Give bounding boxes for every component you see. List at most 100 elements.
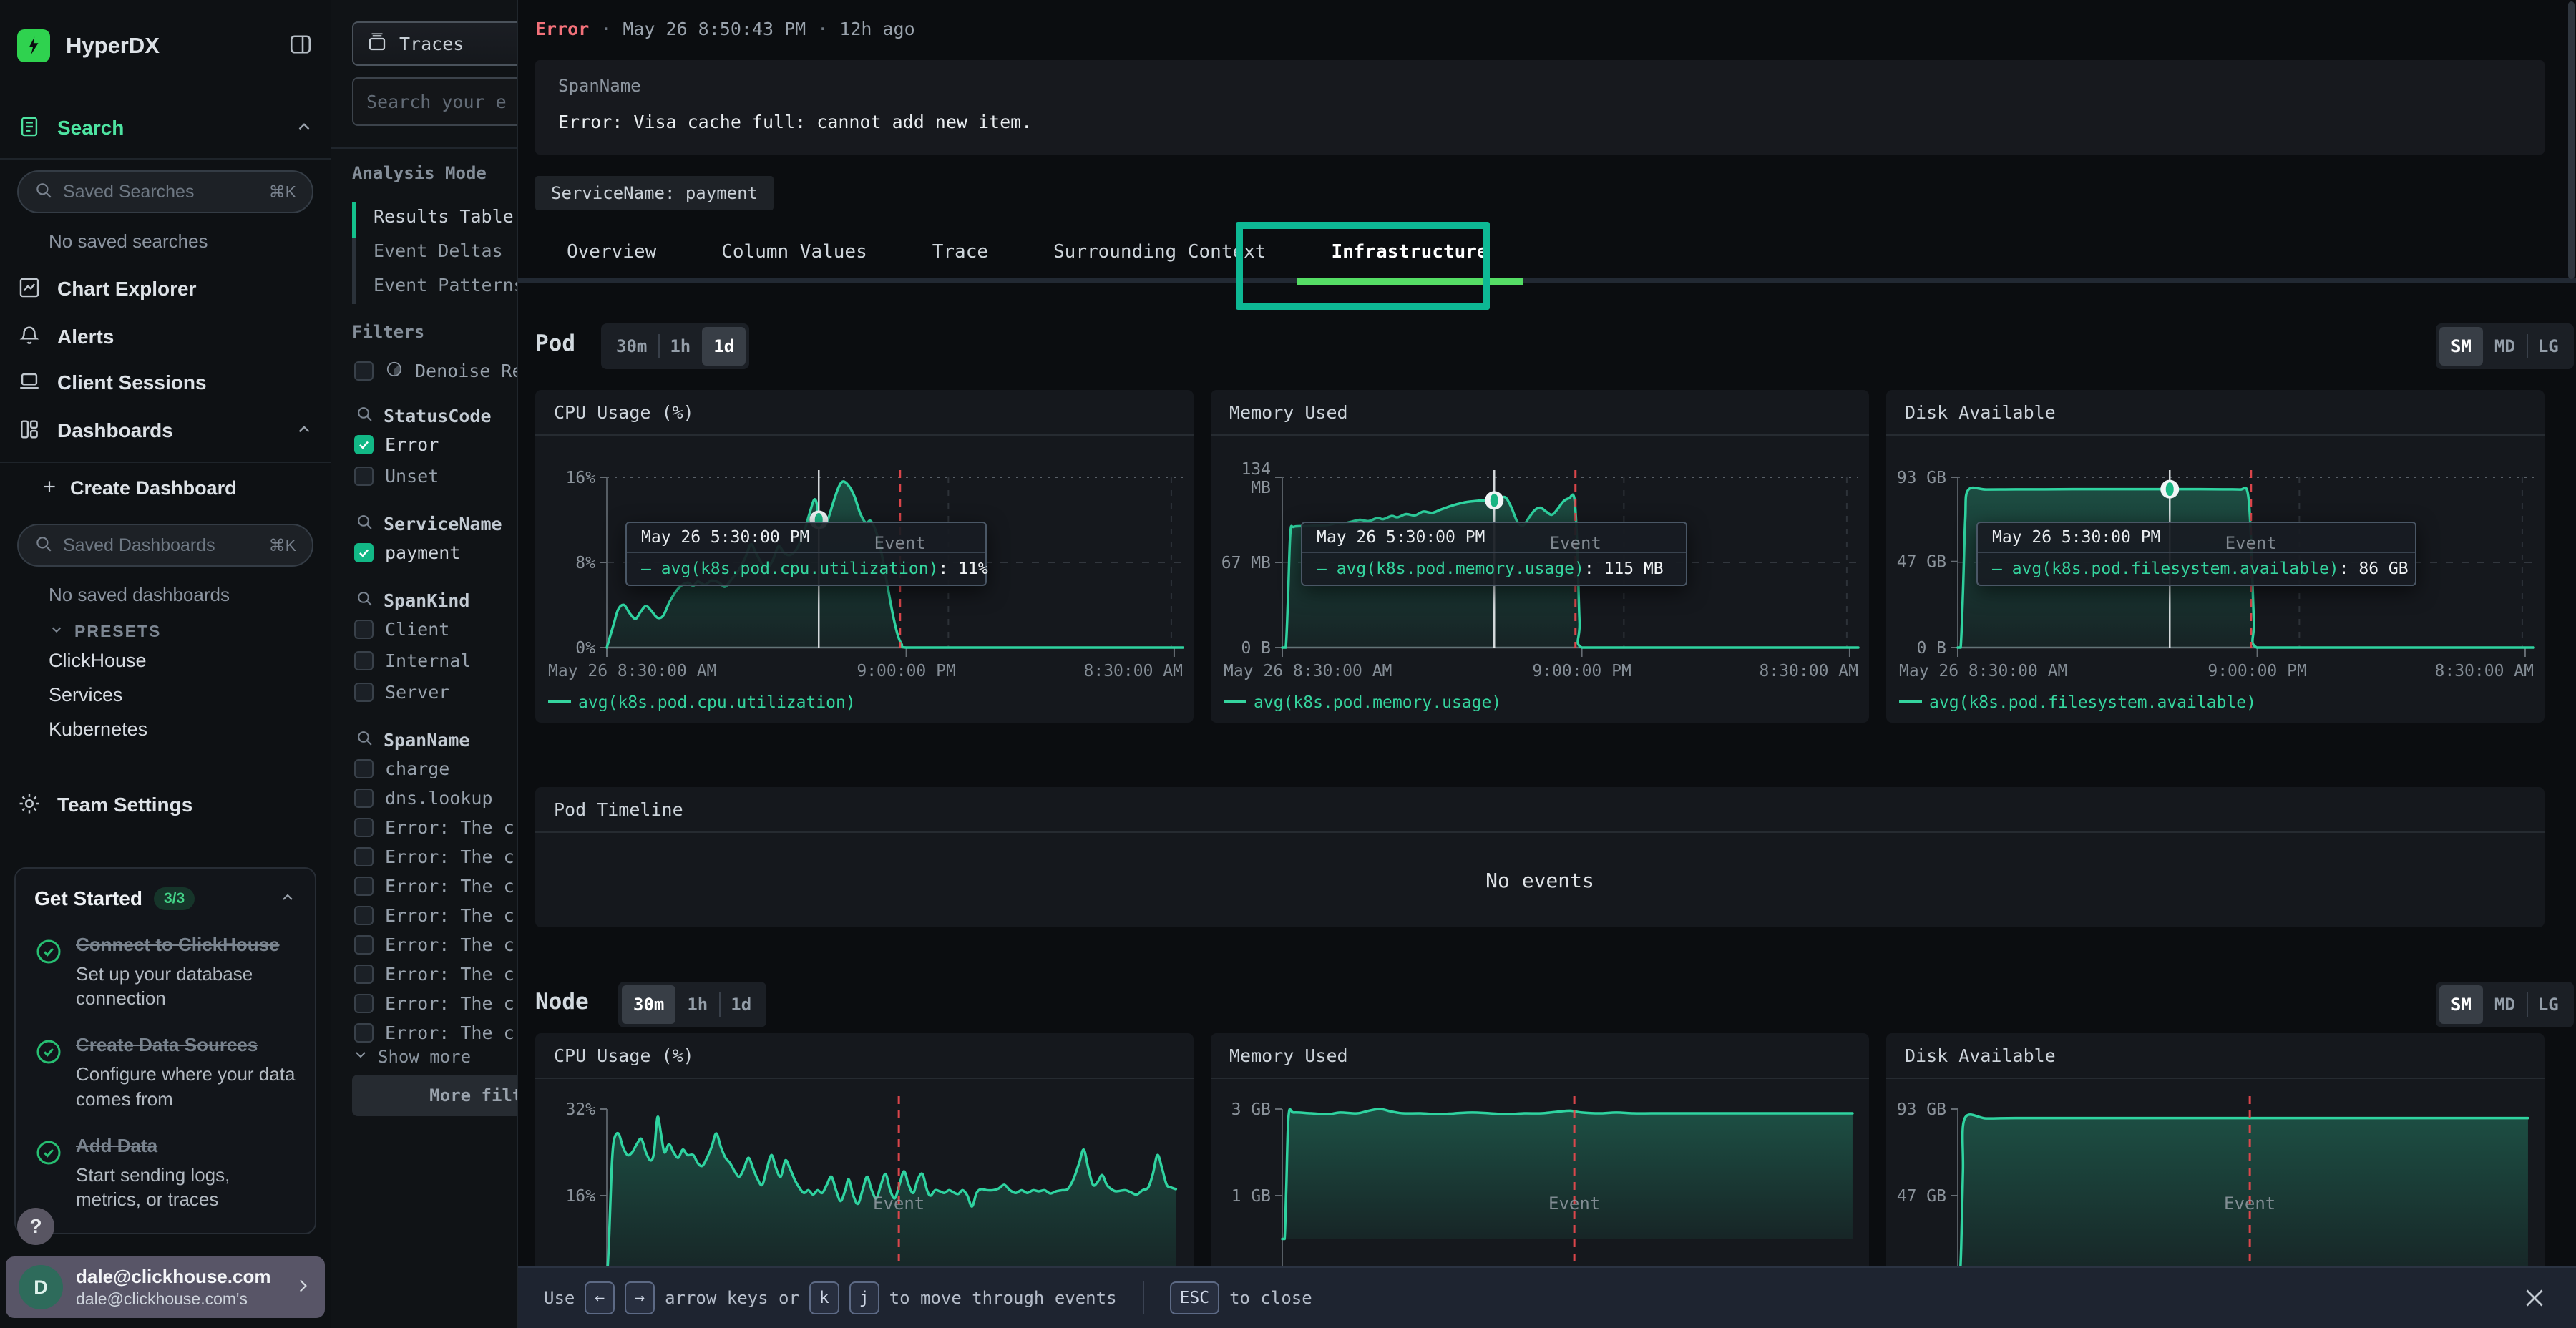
checkbox[interactable] — [354, 683, 374, 702]
preset-kubernetes[interactable]: Kubernetes — [49, 718, 147, 741]
filter-option-server[interactable]: Server — [354, 682, 449, 703]
node-size-control: SMMDLG — [2436, 982, 2574, 1027]
filter-group-spankind[interactable]: SpanKind — [356, 590, 469, 611]
esc-key[interactable]: ESC — [1170, 1281, 1220, 1314]
service-name-chip[interactable]: ServiceName: payment — [535, 176, 774, 210]
checkbox[interactable] — [354, 651, 374, 670]
sidebar-item-team-settings[interactable]: Team Settings — [17, 781, 313, 829]
checkbox[interactable] — [354, 877, 374, 896]
help-button[interactable]: ? — [17, 1208, 54, 1245]
filter-option-client[interactable]: Client — [354, 619, 449, 640]
pod-range-1d[interactable]: 1d — [702, 327, 746, 366]
checkbox[interactable] — [354, 435, 374, 454]
preset-services[interactable]: Services — [49, 684, 123, 706]
svg-text:8:30:00 AM: 8:30:00 AM — [2435, 662, 2534, 680]
k-key[interactable]: k — [809, 1281, 839, 1314]
svg-text:0 B: 0 B — [1916, 639, 1946, 658]
filter-option-error-the-cr[interactable]: Error: The cr — [354, 934, 525, 955]
mode-results-table[interactable]: Results Table — [374, 206, 514, 227]
checkbox[interactable] — [354, 620, 374, 639]
event-marker-label: Event — [873, 1193, 924, 1214]
filter-option-internal[interactable]: Internal — [354, 650, 471, 671]
tab-infrastructure[interactable]: Infrastructure — [1315, 223, 1503, 280]
hyperdx-app: HyperDX SearchChart ExplorerAlertsClient… — [0, 0, 2576, 1328]
filter-option-error-the-cr[interactable]: Error: The cr — [354, 876, 525, 897]
filter-option-error-the-cr[interactable]: Error: The cr — [354, 846, 525, 867]
tab-column-values[interactable]: Column Values — [706, 223, 883, 280]
checkbox[interactable] — [354, 1023, 374, 1043]
filter-option-error-the-cr[interactable]: Error: The cr — [354, 905, 525, 926]
filter-group-statuscode[interactable]: StatusCode — [356, 405, 492, 426]
checkbox[interactable] — [354, 361, 374, 381]
node-range-1h[interactable]: 1h — [675, 985, 719, 1024]
get-started-item[interactable]: Connect to ClickHouseSet up your databas… — [34, 933, 296, 1010]
search-icon — [356, 405, 374, 426]
pod-size-sm[interactable]: SM — [2439, 327, 2483, 366]
node-size-md[interactable]: MD — [2483, 985, 2527, 1024]
sidebar-item-chart-explorer[interactable]: Chart Explorer — [17, 265, 313, 313]
show-more-button[interactable]: Show more — [352, 1046, 471, 1067]
analysis-mode-label: Analysis Mode — [352, 163, 487, 183]
pod-range-1h[interactable]: 1h — [658, 327, 702, 366]
filter-option-payment[interactable]: payment — [354, 542, 460, 563]
tooltip-series-name: — avg(k8s.pod.filesystem.available) — [1992, 560, 2339, 578]
checkbox[interactable] — [354, 994, 374, 1013]
node-size-sm[interactable]: SM — [2439, 985, 2483, 1024]
presets-toggle[interactable]: PRESETS — [49, 617, 345, 645]
sidebar-item-search[interactable]: Search — [17, 104, 313, 152]
close-icon[interactable] — [2522, 1285, 2547, 1311]
checkbox[interactable] — [354, 759, 374, 778]
sidebar-item-dashboards[interactable]: Dashboards — [17, 407, 313, 454]
checkbox[interactable] — [354, 818, 374, 837]
saved-dashboards-input[interactable]: Saved Dashboards ⌘K — [17, 524, 313, 567]
chevron-up-icon[interactable] — [279, 889, 296, 909]
preset-clickhouse[interactable]: ClickHouse — [49, 650, 147, 672]
pod-range-30m[interactable]: 30m — [605, 327, 658, 366]
checkbox[interactable] — [354, 847, 374, 866]
sidebar-item-client-sessions[interactable]: Client Sessions — [17, 359, 313, 406]
get-started-item[interactable]: Add DataStart sending logs, metrics, or … — [34, 1134, 296, 1211]
mode-event-deltas[interactable]: Event Deltas — [374, 240, 503, 261]
tab-overview[interactable]: Overview — [551, 223, 672, 280]
sidebar-item-alerts[interactable]: Alerts — [17, 313, 313, 361]
filter-option-error-the-cr[interactable]: Error: The cr — [354, 993, 525, 1014]
denoise-checkbox-row[interactable]: Denoise Re — [354, 360, 523, 382]
filter-option-dns-lookup[interactable]: dns.lookup — [354, 788, 493, 809]
brand-name: HyperDX — [66, 33, 160, 59]
scrollbar-thumb[interactable] — [2568, 1, 2575, 279]
checkbox[interactable] — [354, 788, 374, 808]
user-menu[interactable]: D dale@clickhouse.com dale@clickhouse.co… — [6, 1256, 325, 1318]
filter-option-error-the-cr[interactable]: Error: The cr — [354, 964, 525, 985]
filter-group-spanname[interactable]: SpanName — [356, 729, 469, 751]
checkbox[interactable] — [354, 965, 374, 984]
arrow-left-key[interactable]: ← — [585, 1281, 615, 1314]
tab-trace[interactable]: Trace — [917, 223, 1004, 280]
node-range-1d[interactable]: 1d — [719, 985, 763, 1024]
checkbox[interactable] — [354, 906, 374, 925]
saved-searches-input[interactable]: Saved Searches ⌘K — [17, 170, 313, 213]
filter-option-error-the-cr[interactable]: Error: The cr — [354, 1022, 525, 1043]
tooltip-series: — avg(k8s.pod.cpu.utilization): 11% — [627, 553, 985, 585]
checkbox[interactable] — [354, 543, 374, 562]
pod-size-md[interactable]: MD — [2483, 327, 2527, 366]
tab-label: Trace — [932, 241, 988, 263]
arrow-right-key[interactable]: → — [625, 1281, 655, 1314]
event-marker-label: Event — [2224, 1193, 2275, 1214]
filter-option-unset[interactable]: Unset — [354, 466, 439, 487]
create-dashboard-button[interactable]: Create Dashboard — [40, 471, 336, 505]
filter-option-charge[interactable]: charge — [354, 758, 449, 779]
event-navigation-footer: Use ← → arrow keys or k j to move throug… — [518, 1266, 2576, 1328]
checkbox[interactable] — [354, 467, 374, 486]
node-range-30m[interactable]: 30m — [622, 985, 675, 1024]
node-size-lg[interactable]: LG — [2527, 985, 2570, 1024]
filter-option-error[interactable]: Error — [354, 434, 439, 455]
pod-size-lg[interactable]: LG — [2527, 327, 2570, 366]
get-started-item[interactable]: Create Data SourcesConfigure where your … — [34, 1033, 296, 1110]
filter-option-error-the-cr[interactable]: Error: The cr — [354, 817, 525, 838]
sidebar-collapse-icon[interactable] — [288, 31, 313, 61]
j-key[interactable]: j — [849, 1281, 879, 1314]
mode-event-patterns[interactable]: Event Patterns — [374, 275, 525, 296]
checkbox[interactable] — [354, 935, 374, 954]
tab-surrounding-context[interactable]: Surrounding Context — [1038, 223, 1282, 280]
filter-group-servicename[interactable]: ServiceName — [356, 513, 502, 534]
